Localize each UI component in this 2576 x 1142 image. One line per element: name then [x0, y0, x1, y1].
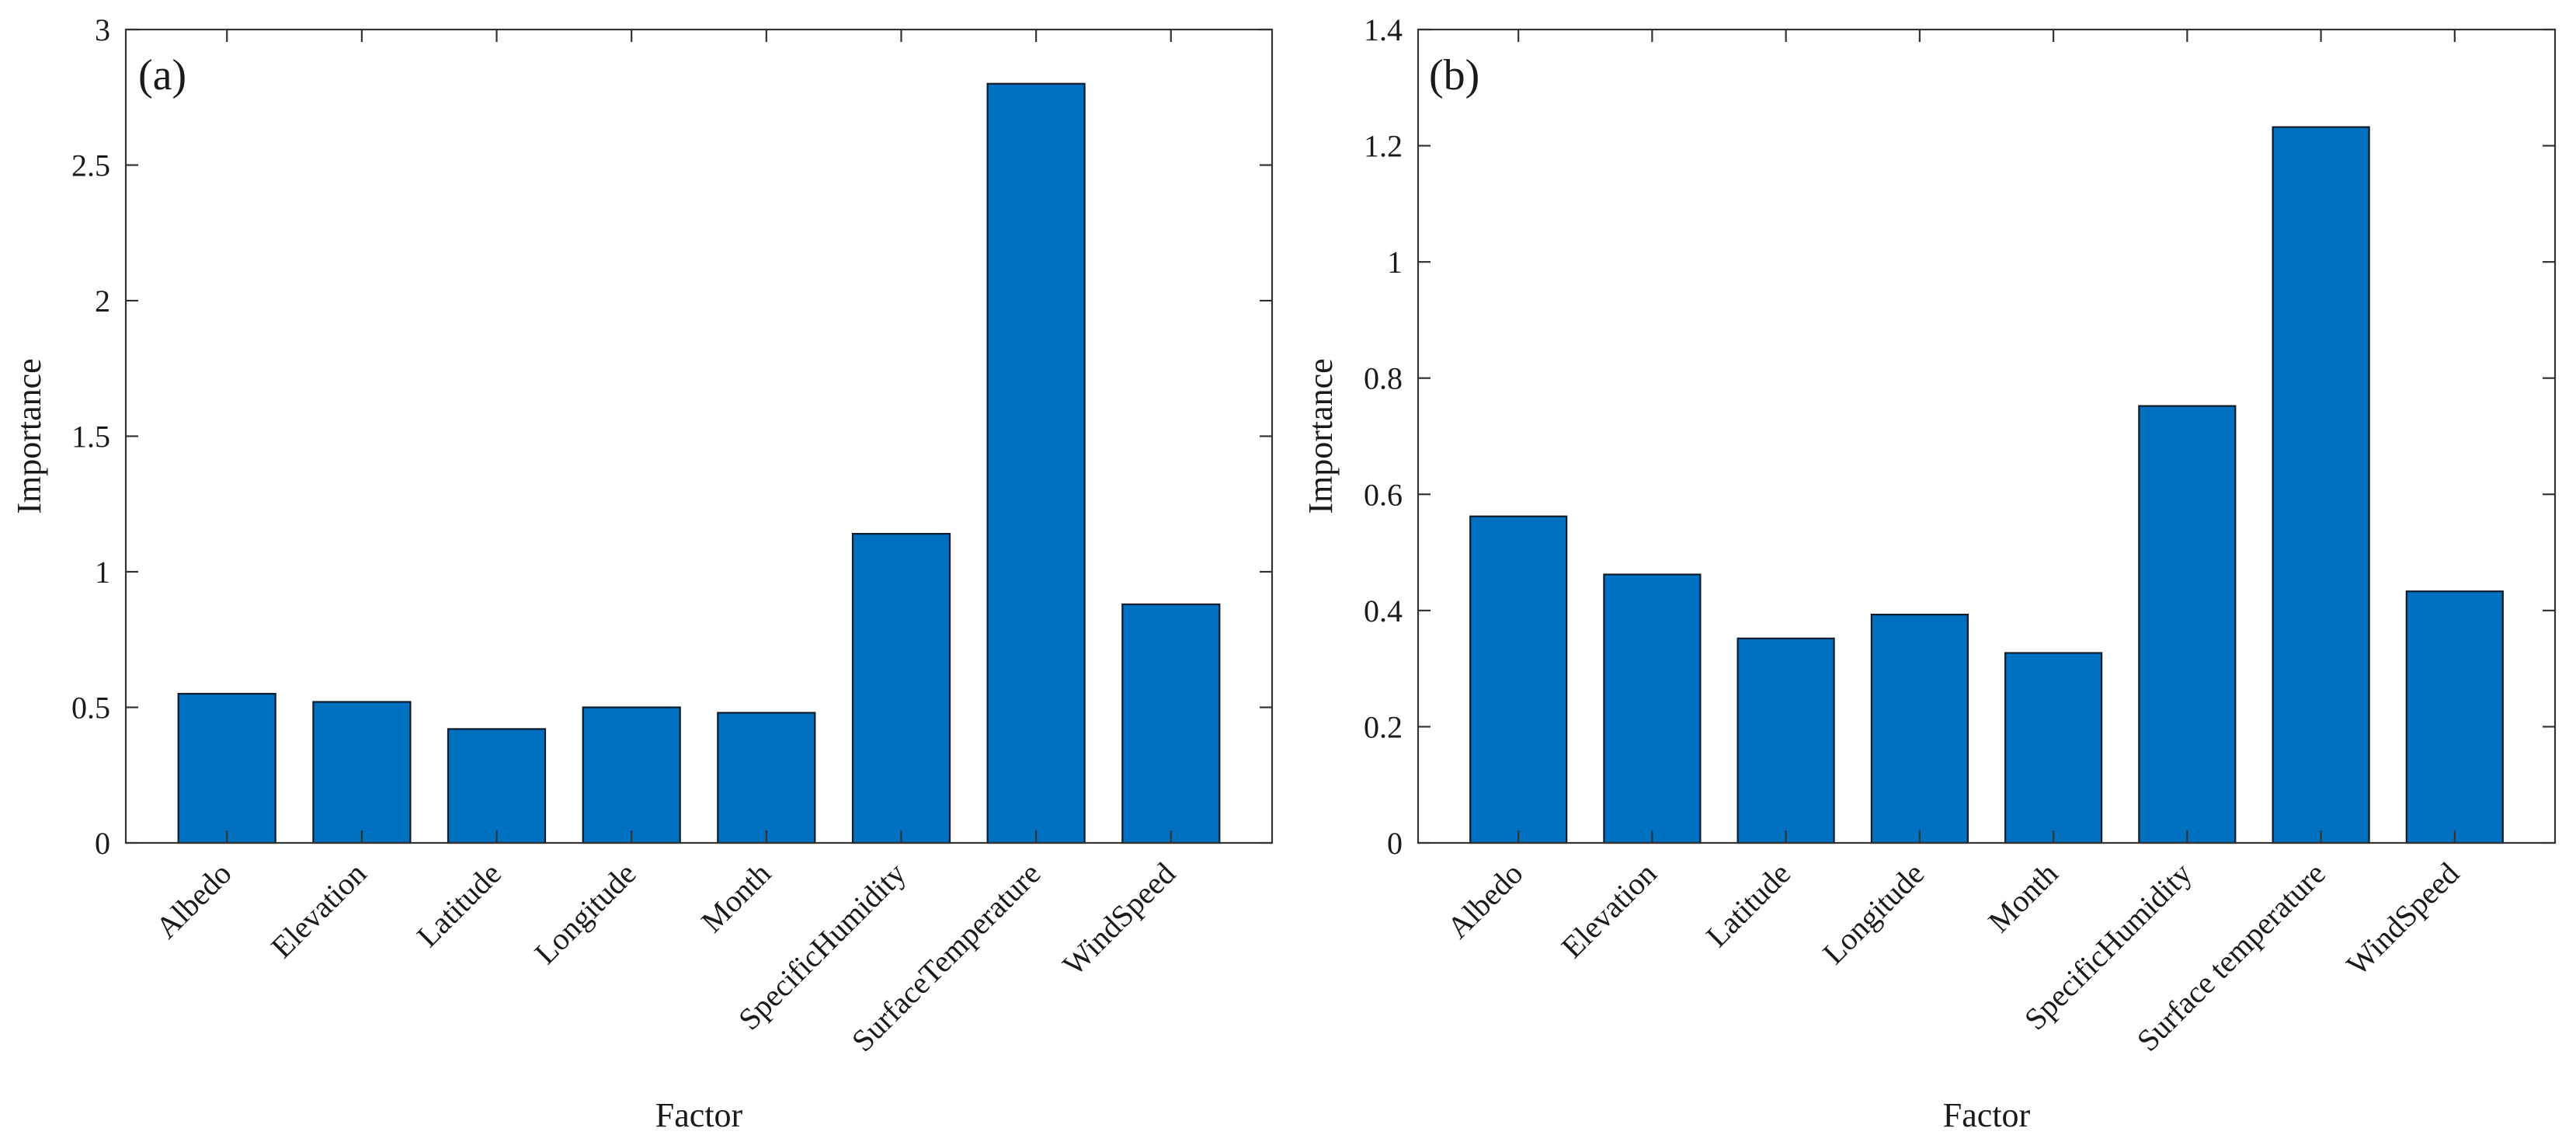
x-category-label-a: Albedo: [149, 856, 238, 945]
bar-b-albedo: [1469, 515, 1568, 844]
y-tick-label-b: 0.6: [1364, 477, 1403, 512]
y-axis-title-a: Importance: [10, 358, 48, 514]
y-tick-label-b: 1.2: [1364, 129, 1403, 164]
bar-b-specifichumidity: [2138, 405, 2237, 844]
x-category-label-a: Latitude: [410, 856, 508, 954]
y-tick-label-b: 0: [1387, 826, 1403, 861]
y-tick-label-b: 0.8: [1364, 361, 1403, 396]
bar-a-longitude: [582, 706, 681, 844]
x-category-label-b: Longitude: [1816, 856, 1931, 971]
bar-a-windspeed: [1121, 603, 1221, 844]
bar-a-elevation: [312, 701, 412, 844]
x-axis-title-a: Factor: [655, 1096, 743, 1134]
bar-a-latitude: [447, 728, 547, 844]
y-tick-label-b: 1: [1387, 245, 1403, 280]
y-tick-label-a: 2: [95, 284, 110, 319]
x-category-label-b: Elevation: [1555, 856, 1663, 965]
bar-b-month: [2004, 652, 2103, 844]
bar-b-elevation: [1603, 573, 1702, 844]
panel-b: 0 0.2 0.4 0.6 0.8 1 1.2 1.4 Albedo Elevation Latit…: [1302, 12, 2557, 1134]
x-category-label-a: Elevation: [264, 856, 373, 965]
y-tick-label-a: 2.5: [71, 148, 110, 183]
y-axis-title-b: Importance: [1302, 358, 1340, 514]
bar-a-specifichumidity: [851, 532, 951, 844]
x-category-label-a: Longitude: [527, 856, 642, 971]
bar-b-longitude: [1870, 613, 1969, 844]
bar-b-windspeed: [2405, 590, 2504, 844]
x-category-label-a: Month: [694, 856, 777, 939]
bar-a-albedo: [177, 692, 276, 844]
x-category-label-b: Albedo: [1440, 856, 1529, 945]
x-category-label-a: WindSpeed: [1055, 856, 1182, 983]
x-category-label-b: Latitude: [1699, 856, 1797, 954]
bar-a-month: [717, 712, 816, 844]
plot-frame-b: [1417, 28, 2557, 844]
panel-label-a: (a): [138, 51, 186, 99]
y-tick-label-a: 1: [95, 555, 110, 590]
x-axis-title-b: Factor: [1943, 1096, 2031, 1134]
y-tick-label-b: 1.4: [1364, 12, 1403, 47]
y-tick-label-a: 1.5: [71, 420, 110, 454]
bar-b-surface-temperature: [2272, 126, 2370, 844]
y-tick-label-b: 0.4: [1364, 594, 1403, 628]
y-tick-label-a: 3: [95, 12, 110, 47]
plot-frame-a: [124, 28, 1274, 844]
y-tick-label-a: 0.5: [71, 691, 110, 726]
panel-label-b: (b): [1429, 51, 1479, 99]
panel-a: 0 0.5 1 1.5 2 2.5 3 Albedo Elevation Latitude Long…: [10, 12, 1274, 1134]
y-tick-label-b: 0.2: [1364, 709, 1403, 744]
bar-b-latitude: [1736, 637, 1835, 844]
x-category-label-b: WindSpeed: [2340, 856, 2466, 983]
x-category-label-b: Month: [1981, 856, 2064, 939]
y-tick-label-a: 0: [95, 826, 110, 861]
bar-a-surfacetemperature: [986, 82, 1086, 844]
